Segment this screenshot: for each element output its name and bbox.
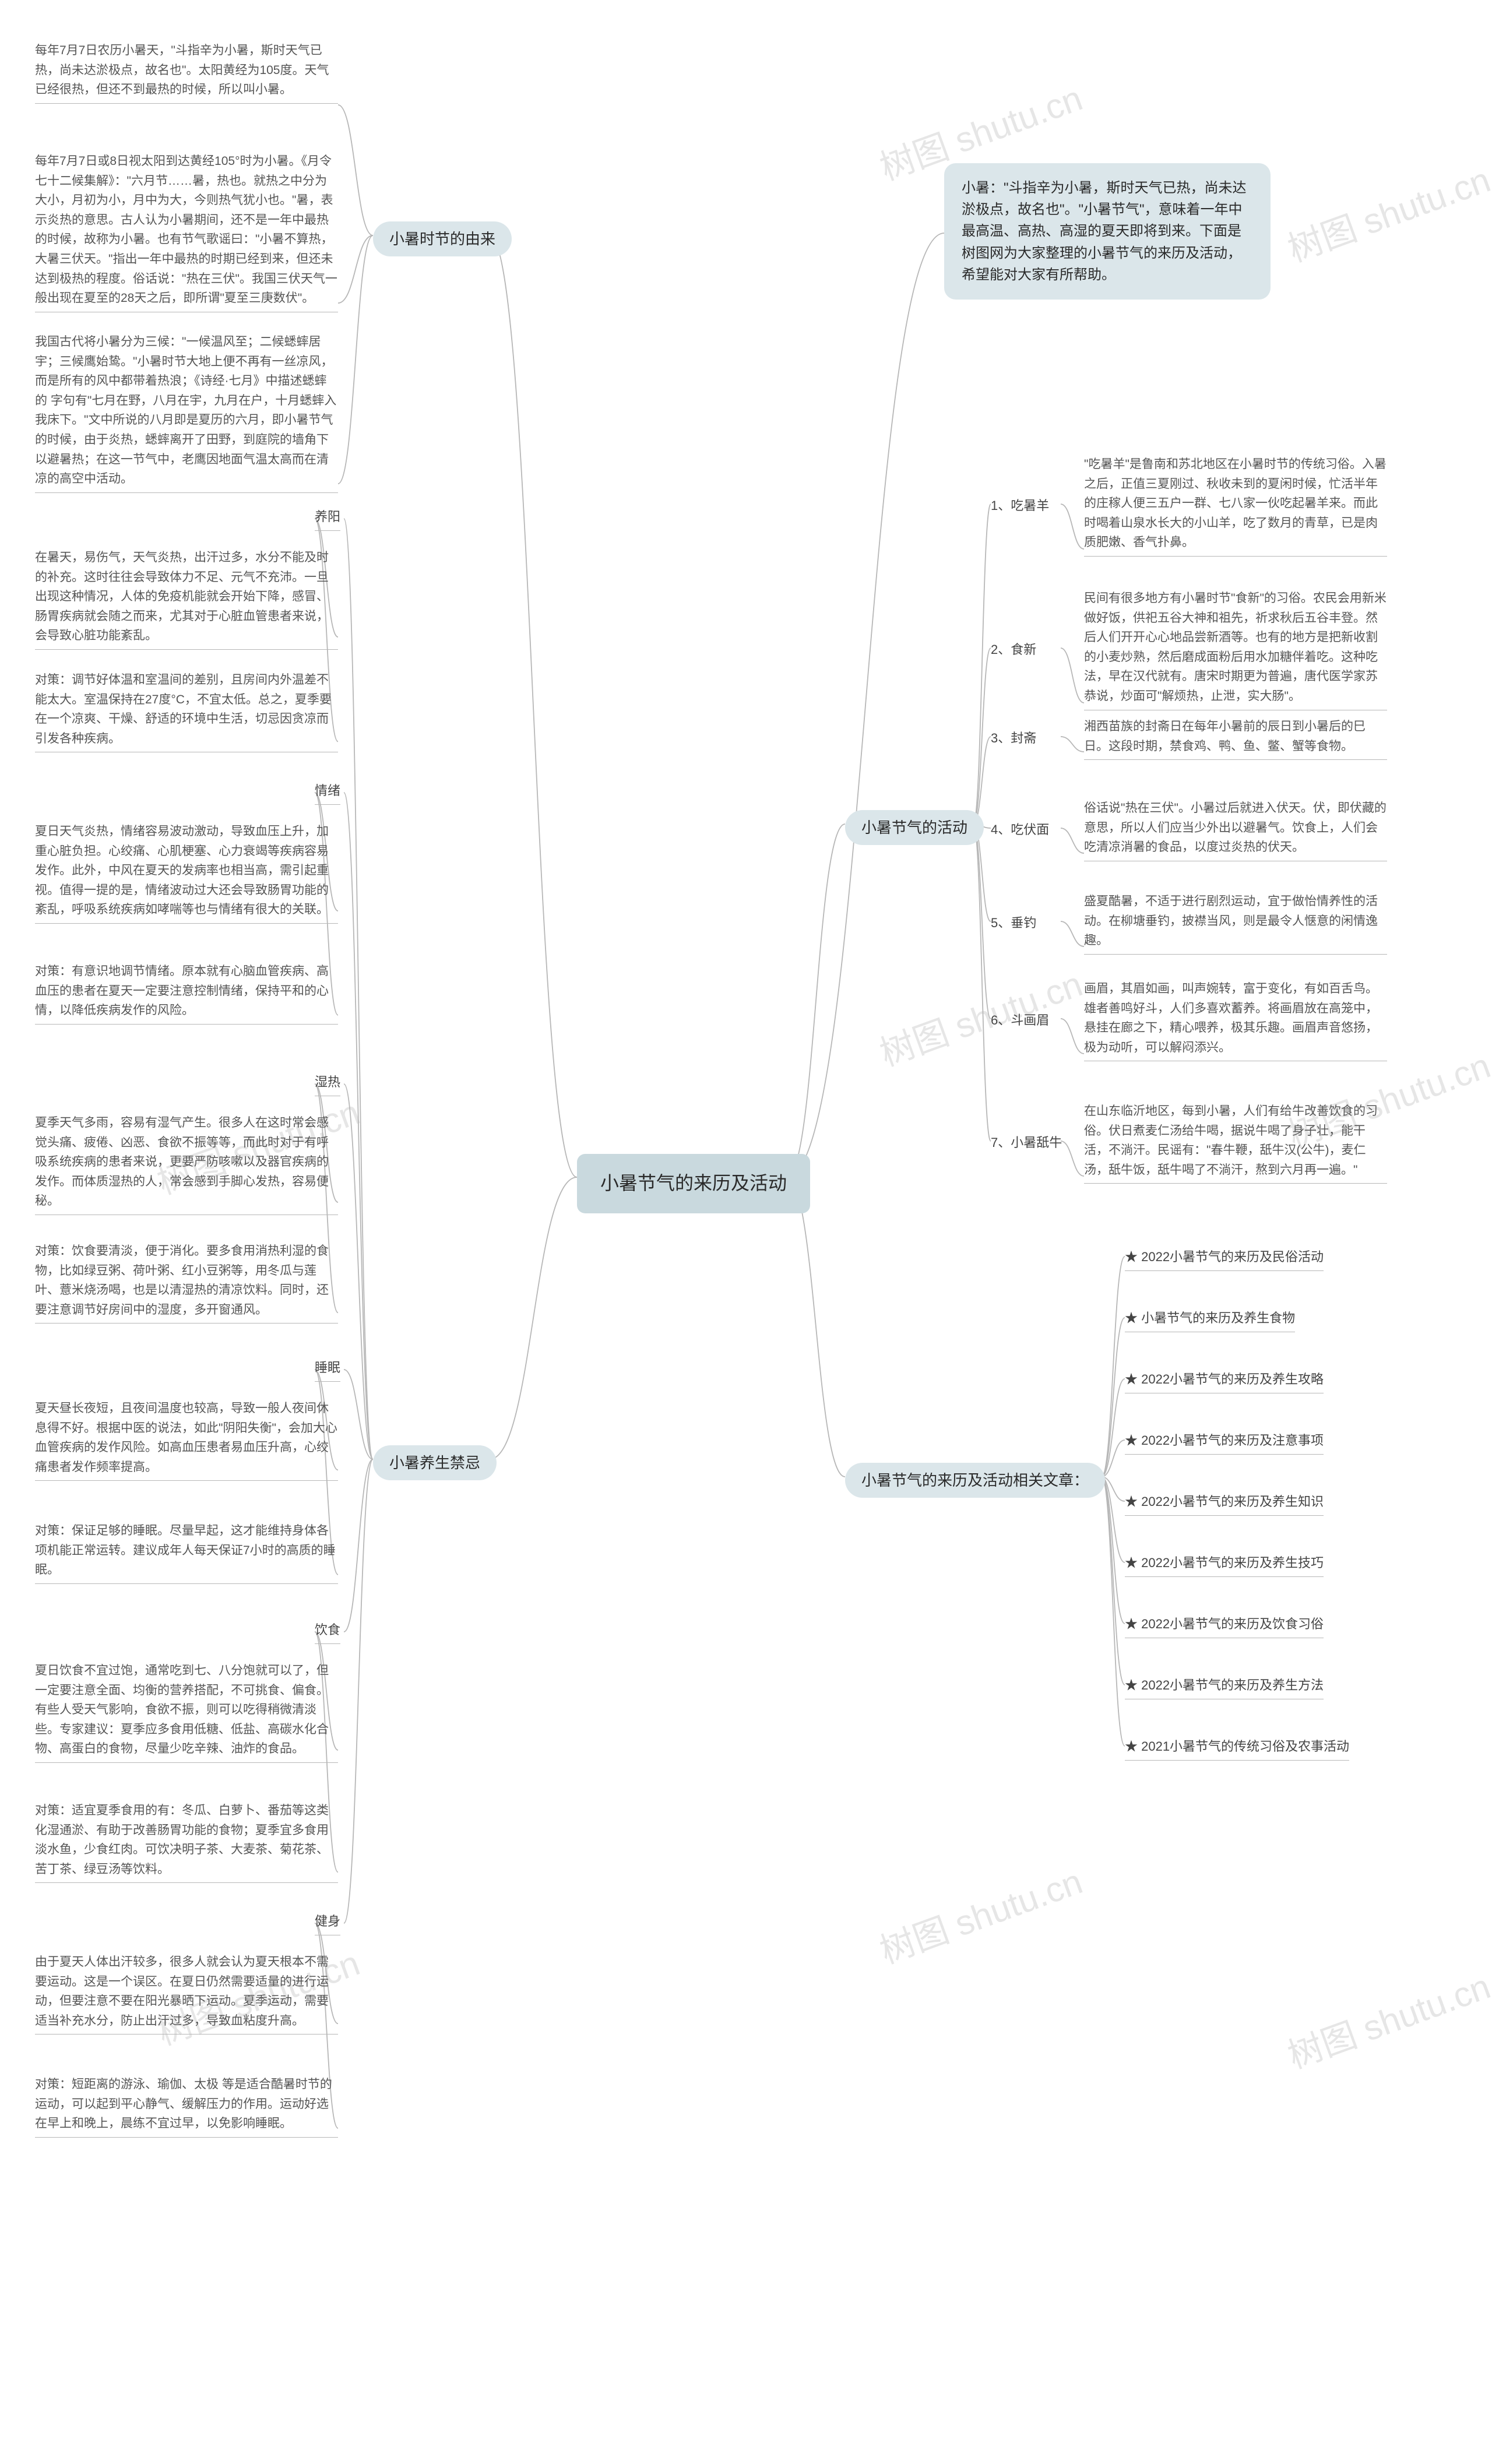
branch-activities: 小暑节气的活动 bbox=[845, 810, 984, 845]
health-item: 对策：保证足够的睡眠。尽量早起，这才能维持身体各项机能正常运转。建议成年人每天保… bbox=[35, 1521, 338, 1584]
center-node: 小暑节气的来历及活动 bbox=[577, 1154, 810, 1213]
origin-item: 我国古代将小暑分为三候："一候温风至；二候蟋蟀居宇；三候鹰始鸷。"小暑时节大地上… bbox=[35, 332, 338, 493]
related-link[interactable]: ★ 2022小暑节气的来历及注意事项 bbox=[1125, 1431, 1324, 1455]
activity-num: 1、吃暑羊 bbox=[991, 496, 1049, 516]
activity-item: 湘西苗族的封斋日在每年小暑前的辰日到小暑后的巳日。这段时期，禁食鸡、鸭、鱼、鳖、… bbox=[1084, 717, 1387, 760]
health-head: 湿热 bbox=[315, 1072, 340, 1096]
activity-item: 画眉，其眉如画，叫声婉转，富于变化，有如百舌鸟。雄者善鸣好斗，人们多喜欢蓄养。将… bbox=[1084, 979, 1387, 1061]
activity-item: 在山东临沂地区，每到小暑，人们有给牛改善饮食的习俗。伏日煮麦仁汤给牛喝，据说牛喝… bbox=[1084, 1101, 1387, 1184]
activity-item: 俗话说"热在三伏"。小暑过后就进入伏天。伏，即伏藏的意思，所以人们应当少外出以避… bbox=[1084, 798, 1387, 861]
activity-item: "吃暑羊"是鲁南和苏北地区在小暑时节的传统习俗。入暑之后，正值三夏刚过、秋收未到… bbox=[1084, 455, 1387, 557]
health-item: 对策：调节好体温和室温间的差别，且房间内外温差不能太大。室温保持在27度°C，不… bbox=[35, 670, 338, 752]
related-link[interactable]: ★ 2022小暑节气的来历及养生攻略 bbox=[1125, 1370, 1324, 1393]
health-item: 由于夏天人体出汗较多，很多人就会认为夏天根本不需要运动。这是一个误区。在夏日仍然… bbox=[35, 1952, 338, 2034]
health-head: 健身 bbox=[315, 1912, 340, 1935]
activity-item: 民间有很多地方有小暑时节"食新"的习俗。农民会用新米做好饭，供祀五谷大神和祖先，… bbox=[1084, 589, 1387, 710]
activity-num: 5、垂钓 bbox=[991, 913, 1036, 933]
activity-num: 4、吃伏面 bbox=[991, 820, 1049, 840]
branch-origin: 小暑时节的由来 bbox=[373, 221, 512, 256]
health-item: 对策：有意识地调节情绪。原本就有心脑血管疾病、高血压的患者在夏天一定要注意控制情… bbox=[35, 962, 338, 1025]
health-item: 夏天昼长夜短，且夜间温度也较高，导致一般人夜间休息得不好。根据中医的说法，如此"… bbox=[35, 1399, 338, 1481]
health-item: 在暑天，易伤气，天气炎热，出汗过多，水分不能及时的补充。这时往往会导致体力不足、… bbox=[35, 548, 338, 650]
health-item: 夏季天气多雨，容易有湿气产生。很多人在这时常会感觉头痛、疲倦、凶恶、食欲不振等等… bbox=[35, 1113, 338, 1215]
health-head: 睡眠 bbox=[315, 1358, 340, 1382]
activity-num: 7、小暑舐牛 bbox=[991, 1133, 1062, 1153]
related-link[interactable]: ★ 2022小暑节气的来历及饮食习俗 bbox=[1125, 1614, 1324, 1638]
branch-health: 小暑养生禁忌 bbox=[373, 1445, 497, 1480]
activity-num: 2、食新 bbox=[991, 640, 1036, 660]
health-item: 夏日天气炎热，情绪容易波动激动，导致血压上升，加重心脏负担。心绞痛、心肌梗塞、心… bbox=[35, 822, 338, 924]
related-link[interactable]: ★ 小暑节气的来历及养生食物 bbox=[1125, 1308, 1295, 1332]
health-head: 情绪 bbox=[315, 781, 340, 805]
intro-block: 小暑："斗指辛为小暑，斯时天气已热，尚未达淤极点，故名也"。"小暑节气"，意味着… bbox=[944, 163, 1271, 300]
activity-item: 盛夏酷暑，不适于进行剧烈运动，宜于做怡情养性的活动。在柳塘垂钓，披襟当风，则是最… bbox=[1084, 892, 1387, 955]
branch-related: 小暑节气的来历及活动相关文章： bbox=[845, 1463, 1105, 1498]
related-link[interactable]: ★ 2022小暑节气的来历及养生知识 bbox=[1125, 1492, 1324, 1516]
health-item: 夏日饮食不宜过饱，通常吃到七、八分饱就可以了，但一定要注意全面、均衡的营养搭配，… bbox=[35, 1661, 338, 1763]
health-item: 对策：短距离的游泳、瑜伽、太极 等是适合酷暑时节的运动，可以起到平心静气、缓解压… bbox=[35, 2075, 338, 2138]
origin-item: 每年7月7日或8日视太阳到达黄经105°时为小暑。《月令七十二候集解》："六月节… bbox=[35, 152, 338, 312]
activity-num: 6、斗画眉 bbox=[991, 1011, 1049, 1030]
related-link[interactable]: ★ 2022小暑节气的来历及养生方法 bbox=[1125, 1675, 1324, 1699]
health-head: 饮食 bbox=[315, 1620, 340, 1644]
health-item: 对策：饮食要清淡，便于消化。要多食用消热利湿的食物，比如绿豆粥、荷叶粥、红小豆粥… bbox=[35, 1241, 338, 1323]
health-head: 养阳 bbox=[315, 507, 340, 531]
activity-num: 3、封斋 bbox=[991, 728, 1036, 748]
health-item: 对策：适宜夏季食用的有：冬瓜、白萝卜、番茄等这类化湿通淤、有助于改善肠胃功能的食… bbox=[35, 1801, 338, 1883]
related-link[interactable]: ★ 2021小暑节气的传统习俗及农事活动 bbox=[1125, 1737, 1349, 1761]
related-link[interactable]: ★ 2022小暑节气的来历及民俗活动 bbox=[1125, 1247, 1324, 1271]
origin-item: 每年7月7日农历小暑天，"斗指辛为小暑，斯时天气已热，尚未达淤极点，故名也"。太… bbox=[35, 41, 338, 104]
related-link[interactable]: ★ 2022小暑节气的来历及养生技巧 bbox=[1125, 1553, 1324, 1577]
